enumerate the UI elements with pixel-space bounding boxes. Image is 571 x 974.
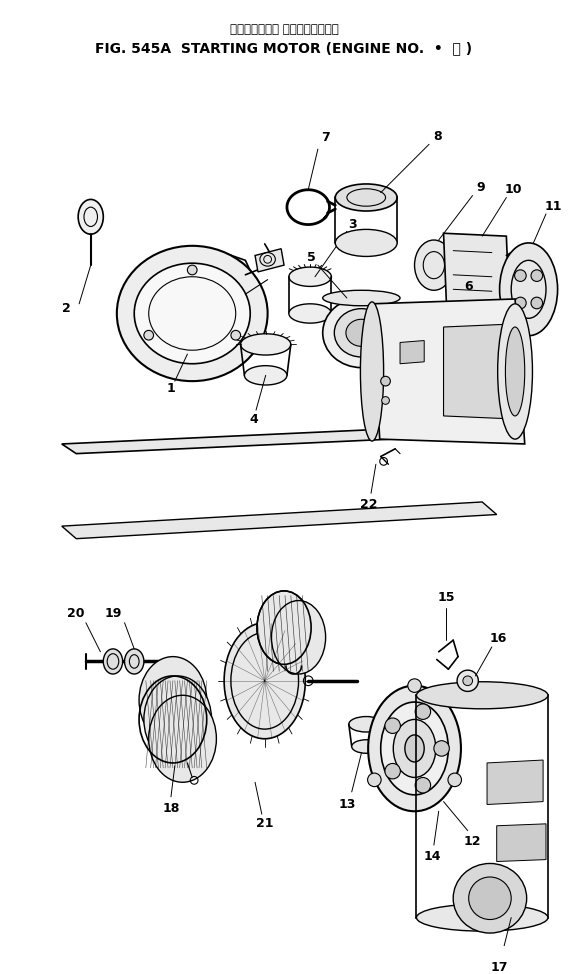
Polygon shape <box>372 299 525 444</box>
Text: 20: 20 <box>67 607 85 619</box>
Polygon shape <box>132 253 252 353</box>
Text: 8: 8 <box>433 131 442 143</box>
Ellipse shape <box>244 365 287 385</box>
Polygon shape <box>497 824 546 862</box>
Ellipse shape <box>144 330 154 340</box>
Text: 1: 1 <box>167 383 175 395</box>
Ellipse shape <box>334 309 388 357</box>
Polygon shape <box>444 324 510 419</box>
Ellipse shape <box>416 682 548 709</box>
Ellipse shape <box>117 245 268 381</box>
Ellipse shape <box>257 591 311 664</box>
Ellipse shape <box>148 695 216 782</box>
Ellipse shape <box>224 622 305 738</box>
Ellipse shape <box>408 679 421 693</box>
Ellipse shape <box>231 330 240 340</box>
Ellipse shape <box>469 877 511 919</box>
Ellipse shape <box>500 243 558 336</box>
Ellipse shape <box>405 735 424 762</box>
Ellipse shape <box>335 230 397 256</box>
Ellipse shape <box>323 298 400 367</box>
Ellipse shape <box>346 319 377 347</box>
Ellipse shape <box>187 265 197 275</box>
Ellipse shape <box>381 702 448 795</box>
Ellipse shape <box>385 718 400 733</box>
Ellipse shape <box>368 686 461 811</box>
Text: スターティング モータ　適用号機: スターティング モータ 適用号機 <box>230 23 339 36</box>
Polygon shape <box>255 248 284 272</box>
Polygon shape <box>62 502 497 539</box>
Ellipse shape <box>124 649 144 674</box>
Polygon shape <box>62 425 497 454</box>
Text: 22: 22 <box>360 499 378 511</box>
Text: 15: 15 <box>438 591 455 604</box>
Ellipse shape <box>352 739 381 753</box>
Polygon shape <box>400 341 424 363</box>
Ellipse shape <box>498 304 533 439</box>
Ellipse shape <box>457 670 478 692</box>
Ellipse shape <box>134 263 250 363</box>
Text: 17: 17 <box>491 961 508 974</box>
Ellipse shape <box>139 656 207 743</box>
Ellipse shape <box>240 334 291 356</box>
Ellipse shape <box>144 676 212 763</box>
Ellipse shape <box>385 764 400 779</box>
Text: 6: 6 <box>464 280 473 293</box>
Ellipse shape <box>381 376 391 386</box>
Ellipse shape <box>78 200 103 234</box>
Text: 7: 7 <box>321 131 330 144</box>
Text: 5: 5 <box>307 251 316 264</box>
Ellipse shape <box>514 297 526 309</box>
Text: 10: 10 <box>504 183 522 196</box>
Ellipse shape <box>434 740 449 756</box>
Text: 18: 18 <box>162 802 180 815</box>
Text: 9: 9 <box>476 181 485 195</box>
Ellipse shape <box>415 777 431 793</box>
Ellipse shape <box>360 302 384 441</box>
Ellipse shape <box>463 676 473 686</box>
Ellipse shape <box>103 649 123 674</box>
Ellipse shape <box>335 184 397 211</box>
Text: 11: 11 <box>545 200 562 212</box>
Ellipse shape <box>531 297 542 309</box>
Text: 2: 2 <box>62 302 71 316</box>
Ellipse shape <box>289 304 331 323</box>
Text: 21: 21 <box>256 817 274 830</box>
Polygon shape <box>401 325 426 351</box>
Ellipse shape <box>415 704 431 720</box>
Text: FIG. 545A  STARTING MOTOR (ENGINE NO.  •  － ): FIG. 545A STARTING MOTOR (ENGINE NO. • －… <box>95 41 473 55</box>
Ellipse shape <box>453 864 526 933</box>
Text: 3: 3 <box>348 218 357 231</box>
Ellipse shape <box>448 773 461 787</box>
Text: 4: 4 <box>250 413 259 427</box>
Polygon shape <box>444 233 509 307</box>
Ellipse shape <box>381 396 389 404</box>
Ellipse shape <box>514 270 526 281</box>
Text: 12: 12 <box>464 835 481 847</box>
Ellipse shape <box>415 240 453 290</box>
Ellipse shape <box>368 773 381 787</box>
Ellipse shape <box>505 327 525 416</box>
Ellipse shape <box>416 904 548 931</box>
Ellipse shape <box>271 601 325 674</box>
Text: 19: 19 <box>104 607 122 619</box>
Ellipse shape <box>349 717 384 732</box>
Text: 14: 14 <box>423 850 441 863</box>
Ellipse shape <box>393 720 436 777</box>
Text: 13: 13 <box>338 798 356 811</box>
Text: 16: 16 <box>490 632 507 645</box>
Polygon shape <box>487 760 543 805</box>
Ellipse shape <box>323 290 400 306</box>
Ellipse shape <box>531 270 542 281</box>
Ellipse shape <box>289 267 331 286</box>
